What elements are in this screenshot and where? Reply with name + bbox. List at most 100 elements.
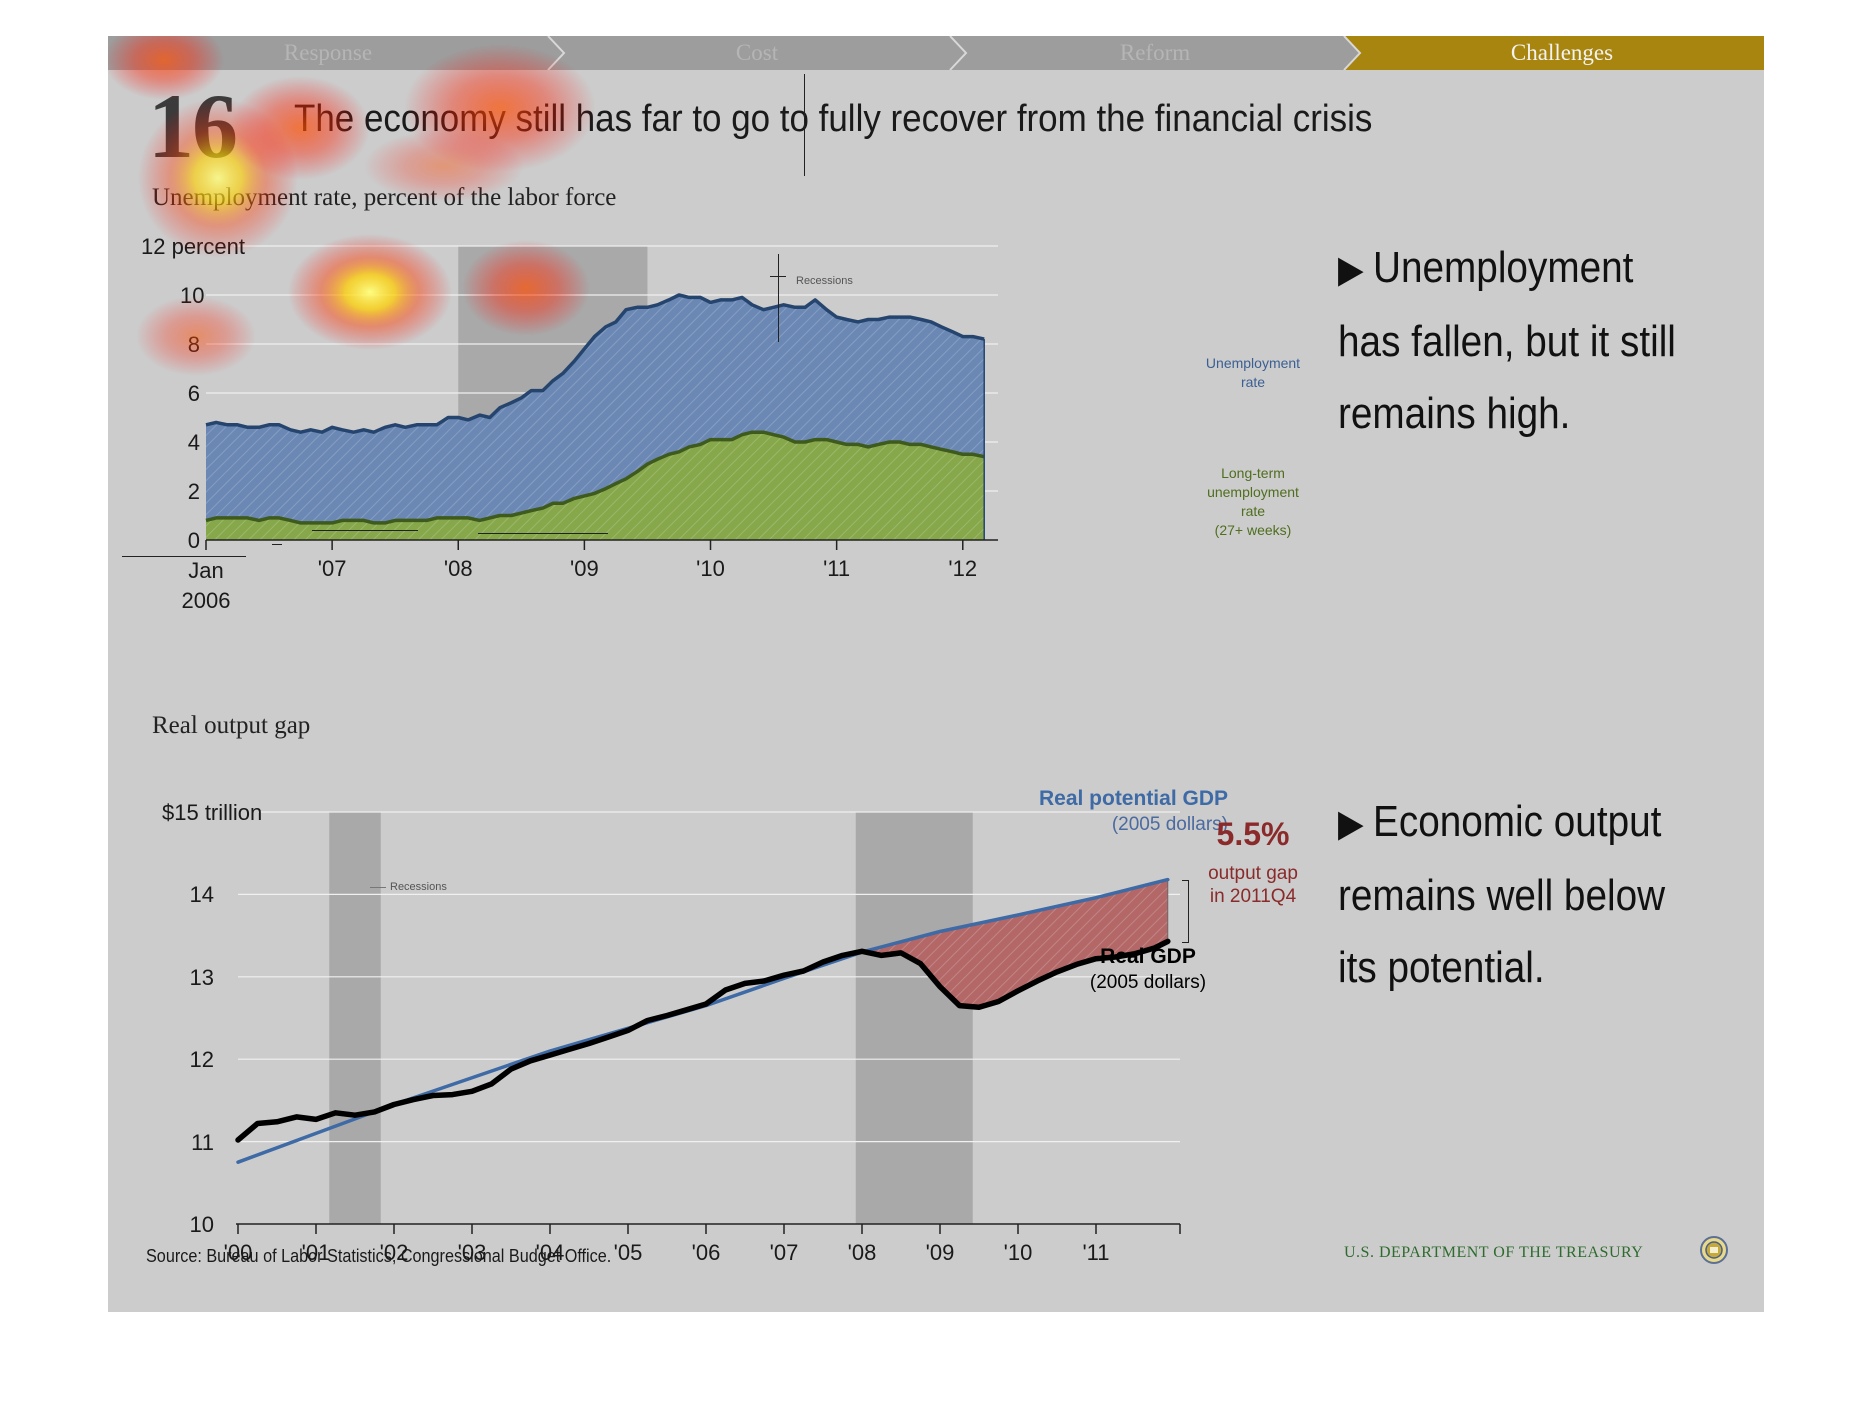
x-tick-label: '07 — [769, 1240, 799, 1265]
gap-bracket — [1182, 879, 1189, 944]
label-line: Unemployment — [1205, 355, 1301, 371]
x-tick-label: '08 — [443, 556, 473, 581]
source-note: Source: Bureau of Labor Statistics, Cong… — [146, 1246, 612, 1266]
label-line: rate — [1240, 503, 1266, 519]
slide-title: The economy still has far to go to fully… — [294, 98, 1373, 140]
unemployment-chart — [205, 245, 998, 550]
department-name: U.S. DEPARTMENT OF THE TREASURY — [1344, 1244, 1644, 1261]
x-tick-label: '00 — [223, 1240, 253, 1265]
x-tick-label: '12 — [948, 556, 978, 581]
output-gap-value: 5.5% — [1216, 816, 1290, 852]
x-tick-label: '09 — [570, 556, 599, 581]
treasury-seal-icon — [1700, 1236, 1728, 1264]
bullet-line: ▶ Unemployment — [1338, 232, 1676, 306]
label-line: Long-term — [1221, 465, 1285, 481]
y-tick-label: 11 — [191, 1129, 214, 1155]
y-tick-label: 8 — [187, 332, 200, 357]
slide: Response Cost Reform Challenges 16 The e… — [108, 36, 1764, 1312]
tab-response[interactable]: Response — [283, 40, 373, 65]
label-line: (2005 dollars) — [1089, 972, 1207, 993]
gap-hatch — [862, 879, 1168, 1008]
x-tick-label: '11 — [823, 556, 851, 581]
label-line: Real potential GDP — [1038, 787, 1228, 810]
chart1-recession-tick — [778, 254, 779, 342]
bullet-text: has fallen, but it still — [1338, 317, 1676, 366]
bullet-line: remains high. — [1338, 378, 1676, 450]
annotation-line — [478, 533, 608, 534]
y-tick-label: 10 — [189, 1212, 214, 1237]
tab-challenges[interactable]: Challenges — [1510, 40, 1614, 65]
x-tick-label: '01 — [301, 1240, 331, 1265]
tab-reform-bg[interactable] — [950, 36, 1360, 70]
chart2-title: Real output gap — [152, 712, 311, 739]
bullet-text: its potential. — [1338, 943, 1545, 992]
y-tick-label: 13 — [189, 964, 214, 990]
y-tick-label: 2 — [187, 479, 200, 504]
y-tick-label: $15 trillion — [162, 800, 263, 825]
y-tick-label: 12 — [189, 1047, 214, 1073]
label-line: (27+ weeks) — [1214, 522, 1292, 538]
x-tick-label: '03 — [457, 1240, 487, 1265]
x-tick-label: '05 — [613, 1240, 643, 1265]
y-tick-label: 4 — [187, 430, 200, 455]
triangle-bullet-icon: ▶ — [1338, 249, 1374, 291]
bullet-line: has fallen, but it still — [1338, 306, 1676, 378]
chart1-recession-label: Recessions — [796, 275, 853, 287]
x-tick-label: '11 — [1082, 1240, 1110, 1265]
label-line: (2005 dollars) — [1111, 814, 1228, 835]
annotation-line — [312, 530, 418, 531]
chart1-recession-tick-h — [770, 276, 786, 277]
output-gap-caption: output gap in 2011Q4 — [1188, 862, 1318, 908]
tab-cost[interactable]: Cost — [735, 40, 779, 65]
y-tick-label: 10 — [180, 283, 205, 308]
real-gdp-line — [235, 938, 1171, 1143]
chart2-x-axis — [236, 1223, 1181, 1234]
label-line: unemployment — [1207, 484, 1299, 500]
bullet-text: Unemployment — [1373, 243, 1634, 292]
unemployment-rate-label: Unemployment rate — [1198, 354, 1308, 392]
series-line-0 — [205, 293, 985, 434]
bullet-line: its potential. — [1338, 932, 1665, 1004]
bullet-text: Economic output — [1373, 797, 1662, 846]
chart2-recession-bands — [329, 812, 973, 1224]
label-line: rate — [1240, 374, 1266, 390]
x-tick-label: '09 — [925, 1240, 955, 1265]
bullet-point-1: ▶ Unemployment has fallen, but it still re… — [1338, 232, 1676, 450]
real-gdp-label: Real GDP (2005 dollars) — [1028, 944, 1268, 996]
y-tick-label: 6 — [187, 381, 200, 406]
tab-reform[interactable]: Reform — [1119, 40, 1191, 65]
bullet-line: ▶ Economic output — [1338, 786, 1665, 860]
recession-band — [855, 812, 973, 1224]
chart1-x-axis — [205, 539, 998, 550]
label-line: in 2011Q4 — [1209, 886, 1297, 907]
chart2-recession-tick — [370, 887, 386, 888]
annotation-line — [122, 556, 246, 557]
label-line: output gap — [1208, 863, 1298, 884]
chart1-title: Unemployment rate, percent of the labor … — [152, 184, 617, 211]
y-tick-label: 0 — [187, 528, 200, 553]
x-tick-label: '08 — [847, 1240, 877, 1265]
chart1-areas — [205, 293, 985, 540]
x-tick-label: '06 — [691, 1240, 721, 1265]
x-tick-label: '02 — [379, 1240, 409, 1265]
x-tick-label: '10 — [696, 556, 725, 581]
output-gap-chart — [235, 811, 1181, 1234]
tab-challenges-bg[interactable] — [1344, 36, 1764, 70]
triangle-bullet-icon: ▶ — [1338, 803, 1374, 845]
potential-gdp-line — [236, 877, 1170, 1164]
y-tick-label: 12 percent — [141, 234, 245, 259]
bullet-line: remains well below — [1338, 860, 1665, 932]
x-tick-label: '10 — [1003, 1240, 1033, 1265]
x-tick-label: Jan 2006 — [181, 558, 231, 613]
bullet-text: remains well below — [1338, 871, 1666, 920]
recession-band — [329, 812, 381, 1224]
label-line: Real GDP — [1100, 945, 1196, 968]
y-tick-label: 14 — [189, 882, 214, 908]
bullet-text: remains high. — [1338, 389, 1571, 438]
x-tick-label: '07 — [317, 556, 347, 581]
tab-cost-bg[interactable] — [548, 36, 966, 70]
title-cursor — [804, 74, 805, 176]
series-line-1 — [205, 430, 985, 525]
bullet-point-2: ▶ Economic output remains well below its p… — [1338, 786, 1665, 1004]
chart2-recession-label: Recessions — [390, 881, 447, 893]
